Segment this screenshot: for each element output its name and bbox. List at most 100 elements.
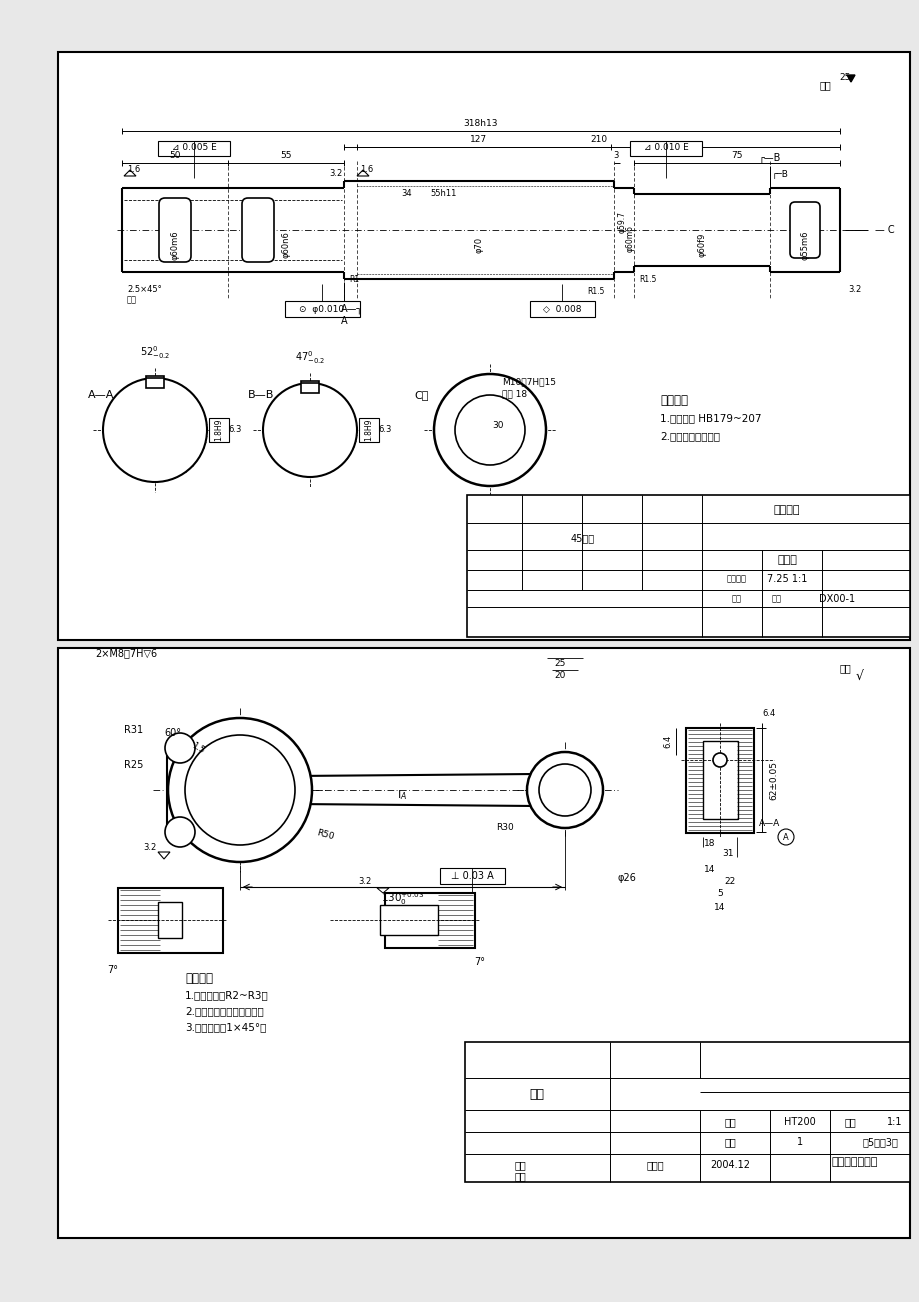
Text: 14: 14 [704,866,715,875]
Circle shape [434,374,545,486]
Text: ⊿ 0.010 E: ⊿ 0.010 E [643,143,687,152]
Text: 6.3: 6.3 [228,426,242,435]
Bar [529,301,595,316]
Text: $52^{0}_{-0.2}$: $52^{0}_{-0.2}$ [140,345,170,362]
Text: 75: 75 [731,151,742,160]
Text: 2004.12: 2004.12 [709,1160,749,1170]
Text: A—A: A—A [88,391,114,400]
Text: 哈尔滨理工大学: 哈尔滨理工大学 [831,1157,878,1167]
Bar [464,1042,909,1182]
Text: φ60n6: φ60n6 [281,232,290,258]
Text: ⊿ 0.005 E: ⊿ 0.005 E [172,143,216,152]
Circle shape [777,829,793,845]
Text: 3.2: 3.2 [329,168,342,177]
Bar [146,376,164,388]
Text: 3.2: 3.2 [847,285,860,294]
Polygon shape [846,76,854,82]
Bar [467,495,909,637]
Bar [58,648,909,1238]
Bar [686,728,754,833]
Bar [702,741,737,819]
Circle shape [165,733,195,763]
Text: 材料: 材料 [723,1117,735,1128]
Text: ◇  0.008: ◇ 0.008 [542,305,581,314]
Text: 图样标记: 图样标记 [726,574,746,583]
Text: 2.铸件不得有砂眼、裂纹；: 2.铸件不得有砂眼、裂纹； [185,1006,264,1016]
Circle shape [527,753,602,828]
Text: 1.8H9: 1.8H9 [214,419,223,441]
Circle shape [263,383,357,477]
Text: I$_A$: I$_A$ [396,788,406,802]
Text: R25: R25 [123,760,142,769]
Text: ⊥ 0.03 A: ⊥ 0.03 A [450,871,493,881]
Text: 7°: 7° [108,965,119,975]
Text: 7.25 1:1: 7.25 1:1 [766,574,806,585]
Text: 3.2: 3.2 [358,876,371,885]
Text: 14: 14 [713,902,725,911]
Text: 重量: 重量 [732,595,742,604]
Text: — C: — C [874,225,893,234]
Text: φ60m6: φ60m6 [625,224,634,251]
Text: √: √ [855,669,863,682]
Text: φ60f9: φ60f9 [697,233,706,258]
Circle shape [455,395,525,465]
Text: 低速轴: 低速轴 [777,555,796,565]
Text: 20: 20 [554,672,565,681]
Text: 两处: 两处 [127,296,137,305]
Text: 55h11: 55h11 [430,189,457,198]
Text: 30: 30 [492,421,504,430]
Text: 技术要求: 技术要求 [185,971,213,984]
Bar [380,905,437,935]
Bar [630,141,701,156]
Text: A: A [782,832,788,841]
Text: ┌—B: ┌—B [758,152,780,163]
Text: 2.5×45°: 2.5×45° [127,285,162,294]
Text: 比例: 比例 [771,595,781,604]
Text: 210: 210 [589,135,607,145]
Text: B—B: B—B [248,391,274,400]
Text: A: A [340,316,347,326]
Text: R1: R1 [348,276,358,285]
Text: 7°: 7° [474,957,485,967]
Text: 1:1: 1:1 [886,1117,902,1128]
Bar [158,141,230,156]
Text: φ70: φ70 [474,237,483,253]
Text: R50: R50 [315,828,335,841]
Text: C向: C向 [414,391,428,400]
Text: R1.5: R1.5 [586,286,604,296]
Text: www.zixin.com: www.zixin.com [335,803,584,836]
FancyBboxPatch shape [159,198,191,262]
Text: ⊙  φ0.010: ⊙ φ0.010 [299,305,345,314]
Text: 共5张第3张: 共5张第3张 [861,1137,897,1147]
Text: 318h13: 318h13 [463,120,498,129]
Circle shape [539,764,590,816]
Text: 3.未注倒角为1×45°。: 3.未注倒角为1×45°。 [185,1022,267,1032]
Text: 其余: 其余 [839,663,851,673]
Bar [209,418,229,441]
Bar [158,902,182,937]
Text: φ26: φ26 [617,874,636,883]
Text: 34: 34 [402,189,412,198]
FancyBboxPatch shape [242,198,274,262]
Text: 31: 31 [721,849,733,858]
Text: 离新企业: 离新企业 [773,505,800,516]
Text: 2.锐角倒钝，去毛刺: 2.锐角倒钝，去毛刺 [659,431,720,441]
Text: 1.6: 1.6 [359,165,373,174]
Text: $130^{+0.03}_{0}$: $130^{+0.03}_{0}$ [380,891,424,907]
Text: HT200: HT200 [783,1117,815,1128]
Text: 55: 55 [280,151,291,160]
Text: 1.正火硬度 HB179~207: 1.正火硬度 HB179~207 [659,413,761,423]
Bar [358,418,379,441]
Text: 6.4: 6.4 [762,708,775,717]
Text: 60°: 60° [165,728,181,738]
Text: 22: 22 [723,878,735,887]
Text: φ59.7: φ59.7 [617,211,626,233]
Bar [118,888,222,953]
Text: 孔深 18: 孔深 18 [502,389,527,398]
Circle shape [712,753,726,767]
Circle shape [185,736,295,845]
Text: 18: 18 [703,840,715,849]
Text: 制图: 制图 [514,1160,526,1170]
Text: 比例: 比例 [844,1117,855,1128]
Bar [285,301,359,316]
